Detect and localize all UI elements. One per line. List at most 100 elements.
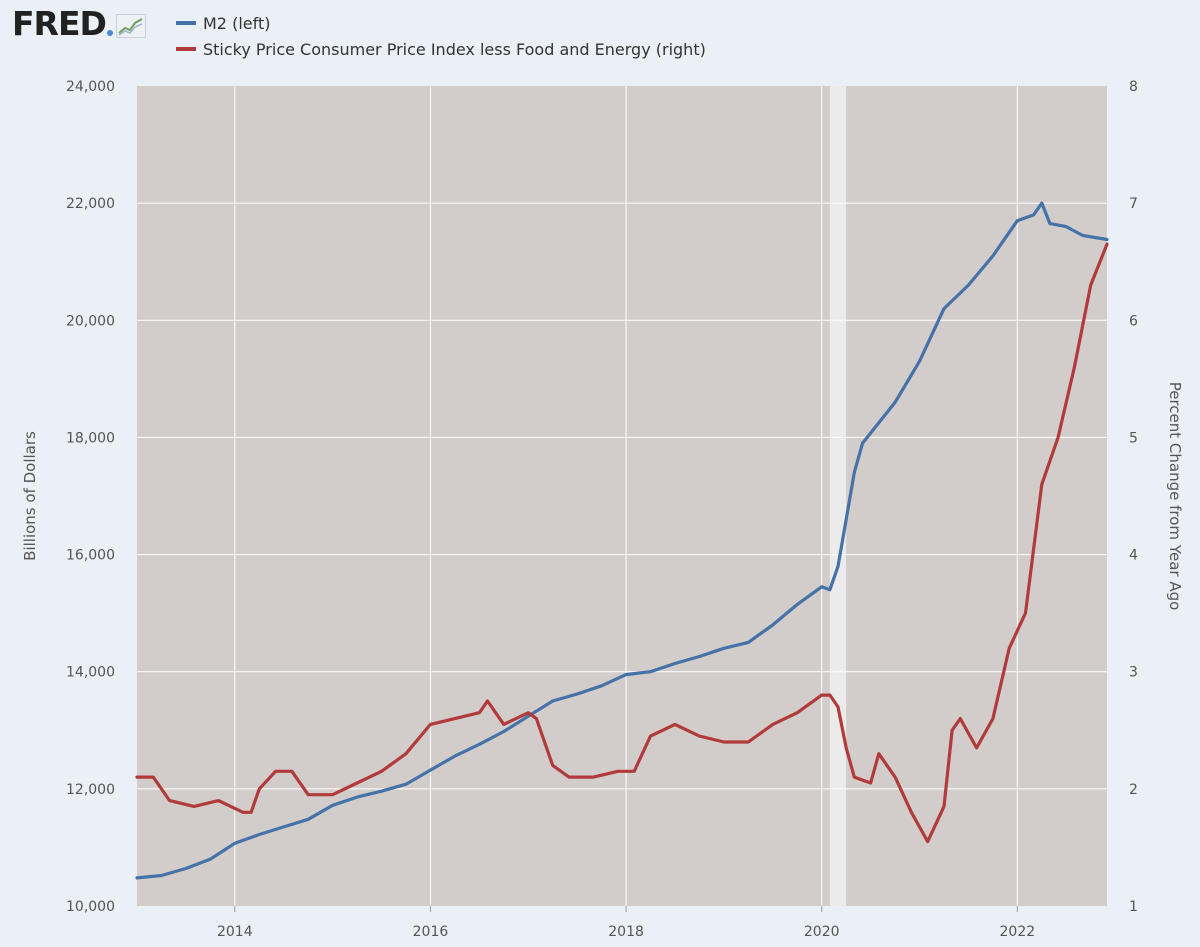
data-point-sticky-cpi [950, 729, 954, 732]
data-point-sticky-cpi [486, 699, 489, 703]
data-point-sticky-cpi [478, 711, 481, 714]
data-point-sticky-cpi [290, 770, 294, 773]
data-point-m2 [331, 804, 334, 807]
data-point-m2 [771, 623, 774, 627]
data-point-sticky-cpi [844, 746, 848, 750]
data-point-sticky-cpi [404, 752, 408, 755]
data-point-m2 [942, 307, 946, 310]
x-tick-label: 2018 [608, 924, 644, 940]
data-point-m2 [478, 743, 481, 746]
data-point-sticky-cpi [1007, 647, 1011, 650]
data-point-m2 [673, 662, 677, 665]
data-point-sticky-cpi [1056, 436, 1060, 439]
data-point-m2 [1048, 222, 1052, 225]
data-point-sticky-cpi [633, 770, 636, 773]
y-right-tick-label: 6 [1129, 313, 1138, 329]
data-point-m2 [1032, 213, 1035, 217]
data-point-m2 [1040, 201, 1043, 205]
y-right-tick-label: 4 [1129, 548, 1138, 564]
data-point-m2 [355, 795, 359, 799]
data-point-m2 [184, 867, 188, 870]
legend: M2 (left) Sticky Price Consumer Price In… [176, 10, 706, 62]
x-tick-label: 2014 [217, 924, 253, 940]
y-axis-left-label: Billions of Dollars [21, 431, 39, 561]
series-line-sticky-cpi[interactable] [135, 242, 1109, 844]
recession-shade-0 [829, 86, 847, 906]
y-left-tick-label: 22,000 [66, 196, 115, 212]
data-point-m2 [722, 647, 726, 650]
data-point-sticky-cpi [135, 775, 139, 779]
data-point-m2 [282, 825, 285, 829]
y-right-tick-label: 3 [1129, 665, 1138, 681]
y-axis-right-label: Percent Change from Year Ago [1166, 382, 1184, 611]
data-point-sticky-cpi [1105, 242, 1109, 246]
data-point-sticky-cpi [649, 734, 652, 738]
data-point-m2 [844, 518, 848, 521]
data-point-m2 [649, 670, 652, 673]
data-point-m2 [828, 588, 832, 591]
data-point-m2 [233, 842, 237, 845]
plot-background [137, 86, 1107, 906]
line-chart-icon [115, 14, 146, 38]
data-point-m2 [258, 833, 261, 836]
data-point-m2 [991, 254, 995, 258]
data-point-m2 [853, 471, 856, 474]
data-point-sticky-cpi [380, 770, 383, 773]
data-point-m2 [861, 442, 864, 445]
data-point-m2 [1105, 238, 1109, 241]
data-point-m2 [429, 768, 432, 772]
y-right-tick-label: 7 [1129, 196, 1138, 212]
data-point-sticky-cpi [1073, 365, 1076, 369]
data-point-sticky-cpi [893, 775, 897, 779]
y-right-tick-label: 5 [1129, 430, 1138, 446]
data-point-sticky-cpi [152, 775, 155, 779]
data-point-sticky-cpi [331, 793, 334, 796]
fred-logo-text: FRED [12, 4, 107, 43]
data-point-sticky-cpi [991, 717, 995, 720]
fred-logo[interactable]: FRED [12, 6, 146, 42]
logo-dot [106, 30, 113, 36]
data-point-sticky-cpi [747, 740, 750, 744]
data-point-sticky-cpi [258, 787, 261, 791]
data-point-sticky-cpi [502, 723, 506, 726]
data-point-sticky-cpi [722, 740, 726, 744]
data-point-sticky-cpi [551, 764, 554, 767]
data-point-m2 [836, 565, 840, 568]
x-tick-label: 2016 [413, 924, 449, 940]
series-points-sticky-cpi [135, 242, 1109, 843]
data-point-m2 [306, 818, 310, 821]
data-point-sticky-cpi [853, 775, 856, 779]
data-point-m2 [1081, 234, 1084, 237]
y-right-tick-label: 8 [1129, 79, 1138, 95]
data-point-m2 [624, 673, 628, 676]
data-point-sticky-cpi [249, 811, 253, 814]
data-point-m2 [877, 421, 880, 424]
data-point-sticky-cpi [796, 711, 799, 714]
legend-item-sticky-cpi[interactable]: Sticky Price Consumer Price Index less F… [176, 36, 706, 62]
data-point-m2 [551, 699, 554, 703]
y-right-tick-label: 1 [1129, 899, 1138, 915]
legend-label-m2: M2 (left) [203, 13, 271, 33]
data-point-sticky-cpi [877, 752, 880, 755]
y-left-tick-label: 18,000 [66, 430, 115, 446]
data-point-sticky-cpi [771, 723, 774, 726]
data-point-m2 [918, 360, 921, 363]
legend-item-m2[interactable]: M2 (left) [176, 10, 706, 36]
x-tick-label: 2022 [1000, 924, 1036, 940]
y-left-tick-label: 20,000 [66, 313, 115, 329]
data-point-sticky-cpi [355, 781, 359, 785]
y-left-tick-label: 14,000 [66, 665, 115, 681]
data-point-sticky-cpi [535, 717, 538, 720]
data-point-m2 [600, 684, 603, 687]
data-point-m2 [575, 692, 579, 696]
data-point-sticky-cpi [828, 693, 832, 697]
data-point-sticky-cpi [836, 705, 840, 709]
data-point-m2 [160, 874, 163, 877]
series-points-m2 [135, 201, 1109, 880]
data-point-sticky-cpi [1040, 483, 1043, 486]
data-point-sticky-cpi [1089, 283, 1092, 287]
y-left-tick-label: 10,000 [66, 899, 115, 915]
data-point-sticky-cpi [616, 770, 620, 773]
